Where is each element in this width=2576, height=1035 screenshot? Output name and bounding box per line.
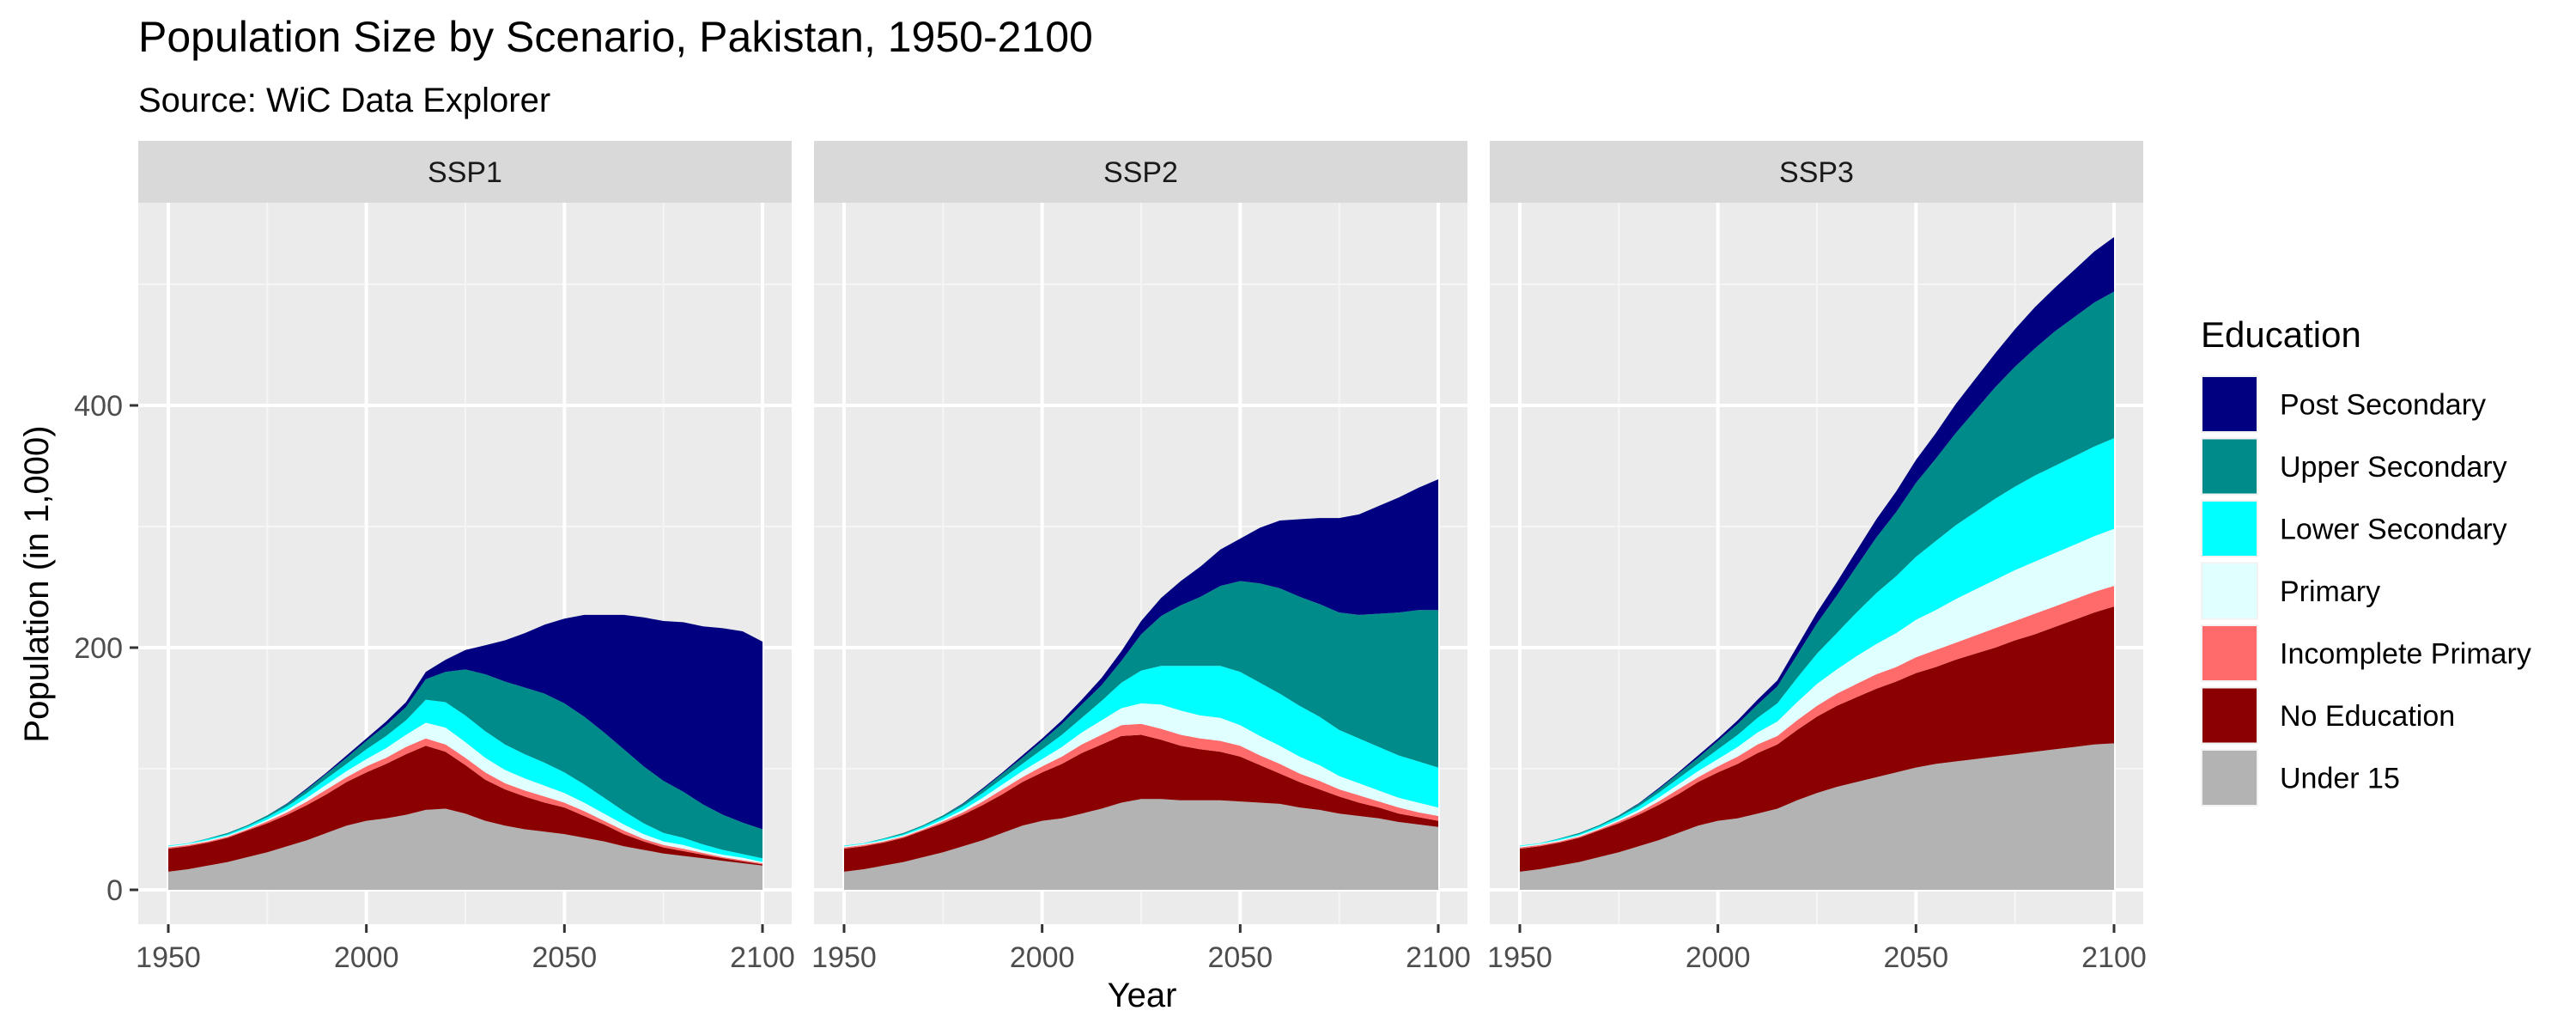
y-tick-label: 0: [106, 874, 123, 907]
legend-swatch: [2202, 688, 2257, 743]
facet-strip: [138, 141, 792, 203]
x-axis-label: Year: [1108, 977, 1177, 1014]
area-lower-secondary: [844, 666, 1438, 847]
area-incomplete-primary: [844, 723, 1438, 849]
area-no-education: [844, 734, 1438, 872]
panels: SSP1 1950 2000 2050 2100 0 200 400 SSP2 1950 2000 2…: [74, 141, 2147, 974]
legend-swatch: [2202, 502, 2257, 556]
facet-strip: [1490, 141, 2143, 203]
legend-swatch: [2202, 377, 2257, 431]
legend-label: Primary: [2280, 575, 2380, 608]
y-tick-label: 200: [74, 632, 123, 665]
facet-strip: [814, 141, 1467, 203]
area-under-15: [844, 799, 1438, 890]
legend-label: Post Secondary: [2280, 389, 2486, 422]
stacked-areas: [1520, 237, 2114, 890]
legend-label: Incomplete Primary: [2280, 638, 2531, 671]
legend: Education Post Secondary Upper Secondary L…: [2201, 314, 2531, 807]
x-tick-label: 2000: [334, 941, 399, 974]
x-tick-label: 2100: [730, 941, 795, 974]
legend-swatch: [2202, 563, 2257, 618]
area-under-15: [168, 808, 762, 890]
legend-title: Education: [2201, 314, 2361, 355]
area-under-15: [1520, 743, 2114, 890]
area-primary: [1520, 528, 2114, 848]
area-no-education: [168, 746, 762, 872]
x-tick-label: 1950: [811, 941, 877, 974]
legend-item-upper-secondary: Upper Secondary: [2201, 437, 2507, 496]
x-tick-label: 2100: [1406, 941, 1471, 974]
legend-label: Lower Secondary: [2280, 514, 2507, 546]
legend-item-no-education: No Education: [2201, 686, 2455, 745]
x-tick-label: 2000: [1686, 941, 1751, 974]
x-tick-label: 2100: [2081, 941, 2147, 974]
area-post-secondary: [1520, 237, 2114, 846]
x-tick-label: 1950: [136, 941, 201, 974]
legend-item-incomplete-primary: Incomplete Primary: [2201, 624, 2531, 682]
facet-label: SSP3: [1779, 156, 1854, 189]
legend-label: No Education: [2280, 700, 2455, 733]
panel-ssp2: SSP2 1950 2000 2050 2100: [811, 141, 1471, 974]
legend-swatch: [2202, 439, 2257, 494]
area-upper-secondary: [1520, 291, 2114, 846]
area-primary: [844, 703, 1438, 848]
area-upper-secondary: [844, 581, 1438, 846]
facet-label: SSP1: [428, 156, 502, 189]
area-lower-secondary: [168, 699, 762, 862]
x-tick-label: 2050: [532, 941, 598, 974]
area-no-education: [1520, 606, 2114, 872]
area-lower-secondary: [1520, 438, 2114, 847]
x-tick-label: 2050: [1208, 941, 1273, 974]
panel-ssp3: SSP3 1950 2000 2050 2100: [1487, 141, 2147, 974]
area-incomplete-primary: [168, 738, 762, 865]
area-primary: [168, 722, 762, 863]
y-axis-label: Population (in 1,000): [18, 425, 56, 742]
x-tick-label: 2000: [1010, 941, 1075, 974]
legend-item-lower-secondary: Lower Secondary: [2201, 500, 2507, 557]
legend-label: Under 15: [2280, 763, 2400, 795]
area-post-secondary: [168, 614, 762, 846]
facet-label: SSP2: [1103, 156, 1178, 189]
x-tick-label: 1950: [1487, 941, 1552, 974]
chart-subtitle: Source: WiC Data Explorer: [138, 82, 550, 119]
chart-title: Population Size by Scenario, Pakistan, 1…: [138, 13, 1093, 61]
legend-item-post-secondary: Post Secondary: [2201, 375, 2486, 433]
x-tick-label: 2050: [1884, 941, 1949, 974]
legend-swatch: [2202, 626, 2257, 680]
legend-item-primary: Primary: [2201, 562, 2380, 620]
stacked-areas: [168, 614, 762, 890]
legend-label: Upper Secondary: [2280, 451, 2507, 484]
legend-swatch: [2202, 751, 2257, 805]
area-upper-secondary: [168, 669, 762, 859]
legend-item-under-15: Under 15: [2201, 749, 2400, 807]
panel-ssp1: SSP1 1950 2000 2050 2100 0 200 400: [74, 141, 795, 974]
stacked-areas: [844, 479, 1438, 890]
y-tick-label: 400: [74, 390, 123, 423]
area-post-secondary: [844, 479, 1438, 846]
area-incomplete-primary: [1520, 586, 2114, 849]
